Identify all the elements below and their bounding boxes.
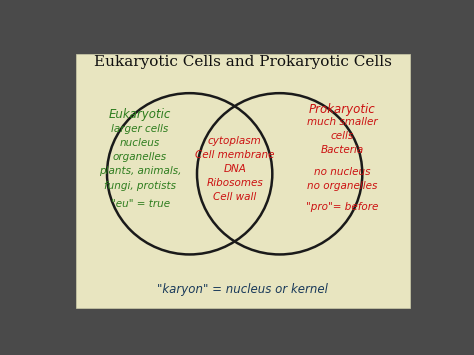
Text: fungi, protists: fungi, protists [104,181,176,191]
Text: "pro"= before: "pro"= before [306,202,378,212]
Text: Prokaryotic: Prokaryotic [309,103,375,116]
Text: "karyon" = nucleus or kernel: "karyon" = nucleus or kernel [157,284,328,296]
Text: no nucleus: no nucleus [314,167,370,177]
FancyBboxPatch shape [76,54,410,308]
Text: cytoplasm: cytoplasm [208,136,262,146]
Text: Bacteria: Bacteria [320,146,364,155]
Text: plants, animals,: plants, animals, [99,166,181,176]
Text: Eukaryotic Cells and Prokaryotic Cells: Eukaryotic Cells and Prokaryotic Cells [94,55,392,69]
Text: Cell membrane: Cell membrane [195,150,274,160]
Text: DNA: DNA [223,164,246,174]
Text: "eu" = true: "eu" = true [110,199,170,209]
Text: Cell wall: Cell wall [213,192,256,202]
Text: much smaller: much smaller [307,117,377,127]
Text: nucleus: nucleus [120,138,160,148]
Text: organelles: organelles [113,152,167,162]
Text: no organelles: no organelles [307,181,377,191]
Text: cells: cells [330,131,354,141]
Text: larger cells: larger cells [111,124,169,134]
Text: Eukaryotic: Eukaryotic [109,108,171,121]
Text: Ribosomes: Ribosomes [207,178,263,188]
